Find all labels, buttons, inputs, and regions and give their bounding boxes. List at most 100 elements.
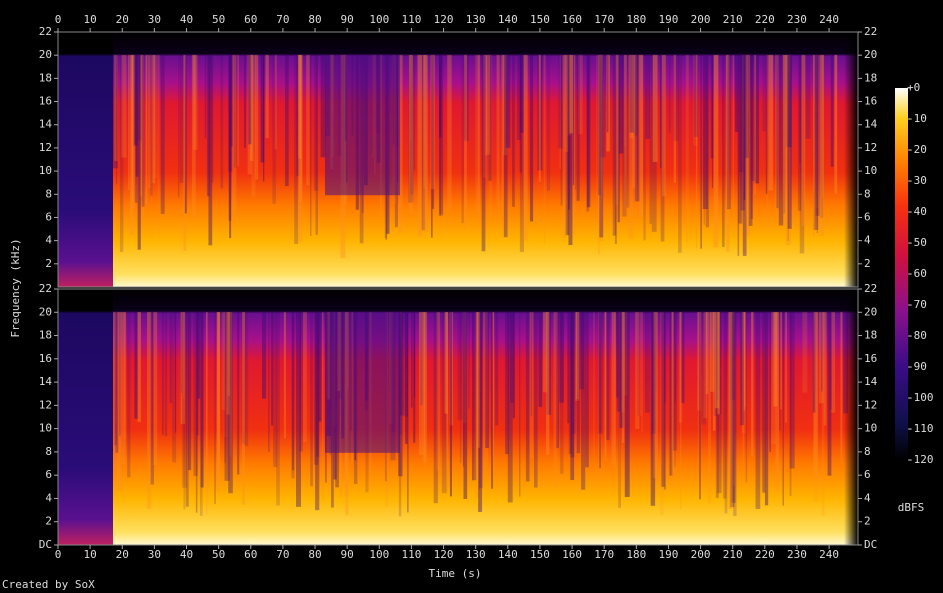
spectrogram-texture	[572, 54, 575, 185]
spectrogram-texture	[228, 312, 233, 457]
spectrogram-texture	[606, 54, 610, 152]
y-tick-label: 12	[39, 141, 52, 154]
y-tick-label: 4	[45, 491, 52, 504]
spectrogram-texture	[310, 312, 313, 487]
colorbar	[895, 88, 908, 460]
spectrogram-texture	[802, 312, 808, 393]
spectrogram-texture	[538, 312, 543, 407]
spectrogram-texture	[660, 54, 662, 169]
spectrogram-texture	[242, 312, 245, 505]
spectrogram-texture	[598, 54, 603, 225]
spectrogram-texture	[775, 54, 779, 222]
x-tick-label: 90	[341, 13, 354, 26]
spectrogram-texture	[124, 312, 126, 439]
spectrogram-texture	[299, 312, 303, 452]
spectrogram-texture	[127, 312, 131, 478]
spectrogram-texture	[175, 312, 177, 433]
spectrogram-texture	[119, 54, 124, 253]
spectrogram-texture	[785, 54, 787, 149]
spectrogram-texture	[134, 54, 138, 203]
spectrogram-texture	[733, 312, 737, 517]
spectrogram-texture	[204, 54, 207, 139]
y-tick-label: DC	[39, 538, 52, 551]
spectrogram-texture	[745, 312, 748, 483]
spectrogram-texture	[398, 312, 403, 477]
spectrogram-texture	[224, 312, 230, 481]
spectrogram-texture	[481, 54, 486, 252]
spectrogram-texture	[114, 312, 117, 446]
spectrogram-texture	[265, 54, 269, 139]
spectrogram-texture	[398, 54, 403, 233]
spectrogram-texture	[739, 54, 742, 224]
spectrogram-texture	[421, 54, 426, 231]
x-tick-label: 140	[498, 548, 518, 561]
spectrogram-texture	[150, 312, 154, 485]
spectrogram-texture	[525, 312, 530, 482]
spectrogram-texture	[685, 54, 689, 242]
spectrogram-texture	[754, 54, 756, 195]
spectrogram-texture	[617, 54, 620, 223]
y-tick-label: 16	[39, 95, 52, 108]
spectrogram-texture	[751, 54, 756, 182]
spectrogram-texture	[571, 312, 576, 434]
spectrogram-texture	[188, 312, 192, 471]
y-tick-label: 22	[39, 25, 52, 38]
colorbar-tick-label: -10	[907, 112, 927, 125]
spectrogram-texture	[446, 312, 448, 492]
spectrogram-texture	[565, 54, 570, 236]
spectrogram-texture	[468, 312, 470, 409]
spectrogram-texture	[611, 312, 616, 468]
spectrogram-texture	[818, 312, 824, 404]
spectrogram-texture	[180, 312, 186, 424]
spectrogram-texture	[663, 312, 666, 490]
spectrogram-texture	[653, 312, 655, 431]
spectrogram-texture	[185, 312, 189, 507]
spectrogram-texture	[701, 312, 706, 425]
spectrogram-texture	[651, 312, 657, 435]
spectrogram-texture	[471, 312, 474, 481]
spectrogram-texture	[732, 312, 735, 486]
spectrogram-texture	[228, 54, 232, 221]
x-tick-label: 70	[276, 548, 289, 561]
spectrogram-texture	[296, 312, 301, 507]
y-tick-label: 18	[864, 71, 877, 84]
spectrogram-texture	[579, 312, 585, 390]
spectrogram-texture	[815, 54, 820, 216]
spectrogram-texture	[130, 54, 134, 235]
spectrogram-texture	[217, 312, 220, 481]
spectrogram-texture	[131, 54, 136, 209]
spectrogram-texture	[788, 54, 792, 148]
spectrogram-texture	[398, 312, 402, 517]
spectrogram-texture	[260, 54, 265, 163]
spectrogram-texture	[475, 312, 480, 498]
spectrogram-texture	[678, 312, 683, 423]
spectrogram-texture	[815, 54, 820, 209]
x-tick-label: 230	[787, 13, 807, 26]
spectrogram-texture	[447, 54, 452, 213]
x-tick-label: 180	[626, 13, 646, 26]
spectrogram-texture	[247, 54, 252, 175]
spectrogram-texture	[221, 312, 226, 410]
spectrogram-texture	[233, 54, 237, 168]
spectrogram-texture	[693, 54, 698, 146]
x-tick-label: 30	[148, 548, 161, 561]
spectrogram-texture	[505, 54, 511, 148]
spectrogram-texture	[740, 54, 745, 211]
x-tick-label: 170	[594, 13, 614, 26]
x-tick-label: 230	[787, 548, 807, 561]
spectrogram-texture	[418, 312, 424, 456]
y-tick-label: 18	[864, 329, 877, 342]
spectrogram-texture	[769, 312, 771, 452]
spectrogram-texture	[570, 312, 575, 481]
spectrogram-texture	[196, 312, 199, 436]
spectrogram-texture	[596, 54, 598, 204]
y-tick-label: 8	[45, 187, 52, 200]
y-tick-label: 18	[39, 329, 52, 342]
spectrogram-texture	[228, 312, 233, 494]
spectrogram-texture	[310, 54, 312, 237]
spectrogram-texture	[408, 54, 414, 214]
spectrogram-texture	[193, 54, 198, 150]
spectrogram-texture	[482, 54, 487, 178]
spectrogram-texture	[750, 54, 753, 219]
spectrogram-texture	[674, 312, 676, 467]
